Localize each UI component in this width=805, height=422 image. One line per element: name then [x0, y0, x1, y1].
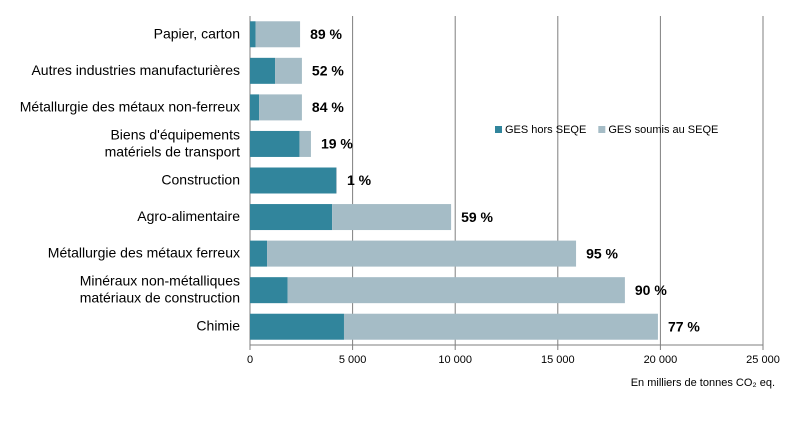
bar [259, 94, 302, 121]
bar [250, 94, 260, 121]
share-label: 84 % [312, 99, 344, 115]
y-tick-line: matériels de transport [105, 143, 241, 159]
x-tick-label: 0 [247, 354, 253, 366]
x-tick-label: 5 000 [339, 354, 367, 366]
bar [275, 57, 302, 84]
bar [336, 167, 338, 194]
x-axis-label: En milliers de tonnes CO₂ eq. [631, 377, 775, 389]
bar [332, 204, 452, 231]
y-tick-line: Papier, carton [154, 25, 240, 41]
legend-swatch [598, 126, 606, 133]
y-tick-line: Construction [161, 171, 240, 187]
y-tick-label: Métallurgie des métaux non-ferreux [20, 98, 240, 114]
bar [267, 240, 577, 267]
y-tick-line: Biens d'équipements [110, 126, 240, 142]
y-tick-label: Construction [161, 171, 240, 187]
bar [250, 204, 333, 231]
share-label: 59 % [461, 209, 493, 225]
bar [343, 313, 658, 340]
share-label: 77 % [668, 318, 700, 334]
y-tick-line: Métallurgie des métaux non-ferreux [20, 98, 240, 114]
y-tick-label: Chimie [196, 317, 240, 333]
legend-swatch [495, 126, 502, 133]
y-tick-label: Biens d'équipements matériels de transpor… [105, 126, 241, 159]
bar [250, 57, 276, 84]
share-label: 95 % [586, 245, 618, 261]
bar [250, 130, 300, 157]
share-label: 89 % [310, 26, 342, 42]
y-tick-line: Agro-alimentaire [137, 208, 240, 224]
bar [250, 277, 288, 304]
bar [250, 21, 256, 48]
y-tick-label: Autres industries manufacturières [31, 62, 240, 78]
legend-label: GES soumis au SEQE [608, 124, 718, 136]
bar [299, 130, 311, 157]
y-tick-label: Métallurgie des métaux ferreux [48, 244, 240, 260]
y-tick-line: Chimie [196, 317, 240, 333]
y-tick-line: Minéraux non-métalliques [80, 272, 240, 288]
x-tick-label: 15 000 [541, 354, 575, 366]
y-tick-line: Autres industries manufacturières [31, 62, 240, 78]
share-label: 19 % [321, 136, 353, 152]
y-tick-line: matériaux de construction [80, 289, 240, 305]
share-label: 90 % [635, 282, 667, 298]
x-tick-label: 10 000 [438, 354, 472, 366]
x-tick-label: 25 000 [746, 354, 780, 366]
bar [250, 313, 344, 340]
y-tick-label: Papier, carton [154, 25, 240, 41]
bar [287, 277, 625, 304]
y-tick-line: Métallurgie des métaux ferreux [48, 244, 240, 260]
bar [255, 21, 301, 48]
x-tick-label: 20 000 [644, 354, 678, 366]
bar [250, 240, 268, 267]
legend-label: GES hors SEQE [505, 124, 586, 136]
share-label: 52 % [312, 63, 344, 79]
y-tick-label: Minéraux non-métalliques matériaux de con… [80, 272, 240, 305]
y-tick-label: Agro-alimentaire [137, 208, 240, 224]
bar [250, 167, 337, 194]
share-label: 1 % [347, 172, 372, 188]
